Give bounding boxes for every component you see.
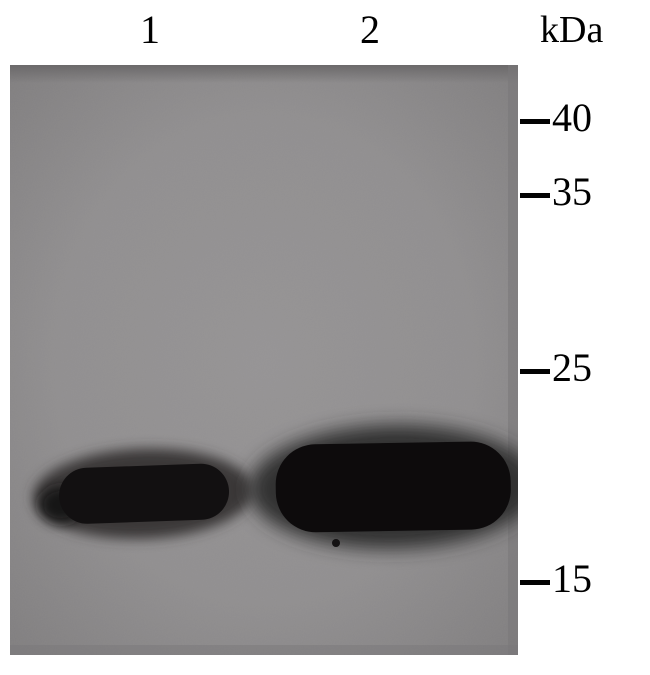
blot-svg — [10, 65, 518, 655]
marker-40: 40 — [520, 94, 592, 141]
kda-unit-text: kDa — [540, 9, 603, 51]
lane-label-1: 1 — [140, 6, 160, 53]
marker-15: 15 — [520, 555, 592, 602]
marker-35: 35 — [520, 168, 592, 215]
marker-value: 15 — [552, 556, 592, 601]
lane-label-text: 2 — [360, 7, 380, 52]
western-blot-figure: 1 2 kDa — [0, 0, 650, 675]
marker-value: 25 — [552, 345, 592, 390]
marker-value: 35 — [552, 169, 592, 214]
marker-tick-icon — [520, 193, 550, 198]
kda-unit-label: kDa — [540, 8, 603, 52]
marker-tick-icon — [520, 119, 550, 124]
marker-tick-icon — [520, 580, 550, 585]
marker-value: 40 — [552, 95, 592, 140]
blot-membrane — [10, 65, 518, 655]
lane-label-2: 2 — [360, 6, 380, 53]
marker-25: 25 — [520, 344, 592, 391]
lane-label-text: 1 — [140, 7, 160, 52]
marker-tick-icon — [520, 369, 550, 374]
